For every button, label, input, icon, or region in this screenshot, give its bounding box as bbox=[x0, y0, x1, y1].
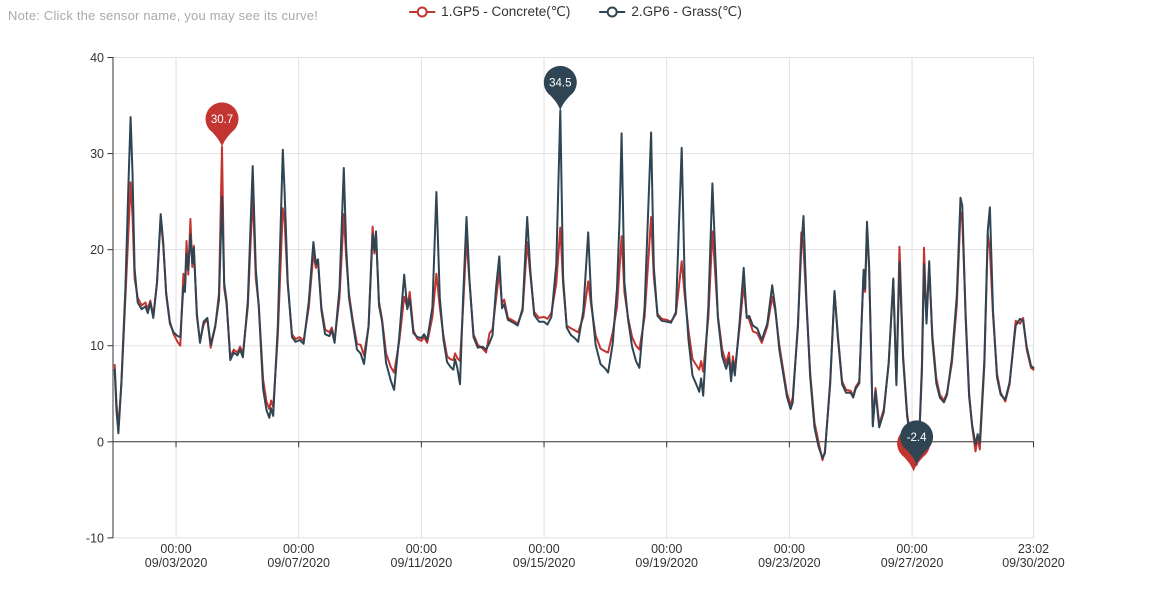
x-axis-label-date: 09/07/2020 bbox=[267, 556, 330, 570]
max-pin-concrete-icon bbox=[205, 102, 239, 147]
y-axis-label: 30 bbox=[90, 147, 104, 161]
legend-label-grass: 2.GP6 - Grass(℃) bbox=[631, 4, 742, 19]
x-axis-label-date: 09/15/2020 bbox=[513, 556, 576, 570]
x-axis-label-time: 00:00 bbox=[896, 542, 927, 556]
legend-item-grass[interactable]: 2.GP6 - Grass(℃) bbox=[598, 4, 742, 20]
y-axis-label: 20 bbox=[90, 243, 104, 257]
note-text: Note: Click the sensor name, you may see… bbox=[8, 8, 319, 23]
max-pin-grass[interactable]: 34.5 bbox=[543, 65, 577, 111]
x-axis-label-time: 00:00 bbox=[651, 542, 682, 556]
x-axis-label-date: 09/23/2020 bbox=[758, 556, 821, 570]
x-axis-label-time: 00:00 bbox=[774, 542, 805, 556]
legend-line-marker-icon bbox=[409, 6, 436, 18]
min-pin-grass-label: -2.4 bbox=[907, 432, 927, 444]
x-axis-label-date: 09/30/2020 bbox=[1002, 556, 1065, 570]
max-pin-concrete-label: 30.7 bbox=[211, 114, 233, 126]
min-pin-grass[interactable]: -2.4 bbox=[900, 420, 934, 465]
x-axis-label-time: 23:02 bbox=[1018, 542, 1049, 556]
y-axis-label: 0 bbox=[97, 435, 104, 449]
max-pin-grass-label: 34.5 bbox=[549, 77, 571, 89]
max-pin-grass-icon bbox=[543, 65, 577, 111]
grass-series-line[interactable] bbox=[113, 109, 1035, 466]
legend: 1.GP5 - Concrete(℃) 2.GP6 - Grass(℃) bbox=[408, 4, 742, 20]
x-axis-label-date: 09/19/2020 bbox=[635, 556, 698, 570]
x-axis-label-time: 00:00 bbox=[283, 542, 314, 556]
y-axis-label: -10 bbox=[86, 531, 104, 545]
y-axis-label: 40 bbox=[90, 51, 104, 65]
x-axis-label-date: 09/03/2020 bbox=[145, 556, 208, 570]
x-axis-label-time: 00:00 bbox=[406, 542, 437, 556]
max-pin-concrete[interactable]: 30.7 bbox=[205, 102, 239, 147]
min-pin-grass-icon bbox=[900, 420, 934, 465]
legend-item-concrete[interactable]: 1.GP5 - Concrete(℃) bbox=[408, 4, 570, 20]
x-axis-label-time: 00:00 bbox=[160, 542, 191, 556]
legend-line-marker-icon bbox=[599, 6, 626, 18]
x-axis-label-time: 00:00 bbox=[528, 542, 559, 556]
legend-label-concrete: 1.GP5 - Concrete(℃) bbox=[441, 4, 571, 19]
x-axis-label-date: 09/11/2020 bbox=[391, 556, 453, 570]
y-axis-label: 10 bbox=[90, 339, 104, 353]
x-axis-label-date: 09/27/2020 bbox=[881, 556, 944, 570]
